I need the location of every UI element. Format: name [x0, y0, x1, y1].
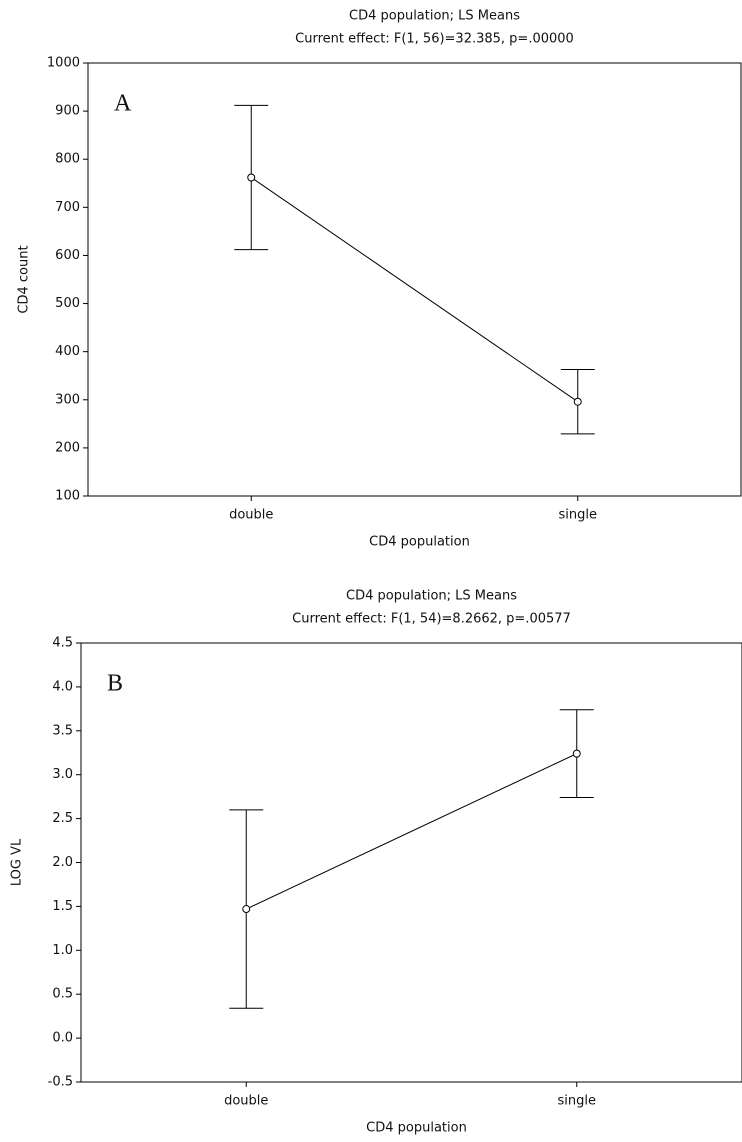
y-tick-label: 700: [55, 200, 80, 215]
y-tick-label: 1.5: [52, 899, 73, 914]
y-tick-label: 800: [55, 152, 80, 167]
y-tick-label: 100: [55, 489, 80, 504]
y-tick-label: 0.0: [52, 1031, 73, 1046]
series-line: [246, 753, 577, 910]
point: [242, 905, 251, 914]
plot-frame: [80, 642, 742, 1083]
y-tick-label: 900: [55, 104, 80, 119]
y-tick-label: 200: [55, 440, 80, 455]
chart-subtitle: Current effect: F(1, 56)=32.385, p=.0000…: [295, 32, 574, 47]
x-tick-label: double: [229, 508, 273, 523]
annotation: B: [107, 671, 123, 697]
point: [573, 397, 582, 406]
y-tick-label: 600: [55, 248, 80, 263]
y-tick-label: 1.0: [52, 943, 73, 958]
y-tick-label: 2.5: [52, 811, 73, 826]
x-axis-label: CD4 population: [366, 1121, 467, 1136]
y-tick-label: 4.5: [52, 636, 73, 651]
annotation: A: [114, 91, 132, 117]
y-tick-label: 4.0: [52, 679, 73, 694]
chart-title: CD4 population; LS Means: [349, 9, 520, 24]
chart-subtitle: Current effect: F(1, 54)=8.2662, p=.0057…: [292, 612, 571, 627]
y-tick-label: 3.0: [52, 767, 73, 782]
y-tick-label: 400: [55, 344, 80, 359]
chart-title: CD4 population; LS Means: [346, 589, 517, 604]
x-tick-label: single: [559, 508, 598, 523]
x-axis-label: CD4 population: [369, 535, 470, 550]
x-tick-label: single: [558, 1094, 597, 1109]
y-tick-label: -0.5: [48, 1075, 73, 1090]
series-line: [250, 177, 579, 403]
y-tick-label: 3.5: [52, 723, 73, 738]
y-axis-label: LOG VL: [10, 838, 25, 886]
y-tick-label: 2.0: [52, 855, 73, 870]
x-tick-label: double: [224, 1094, 268, 1109]
y-tick-label: 1000: [47, 56, 80, 71]
y-tick-label: 500: [55, 296, 80, 311]
point: [572, 749, 581, 758]
point: [247, 173, 256, 182]
y-axis-label: CD4 count: [17, 245, 32, 313]
y-tick-label: 300: [55, 392, 80, 407]
plot-frame: [87, 62, 742, 497]
y-tick-label: 0.5: [52, 987, 73, 1002]
